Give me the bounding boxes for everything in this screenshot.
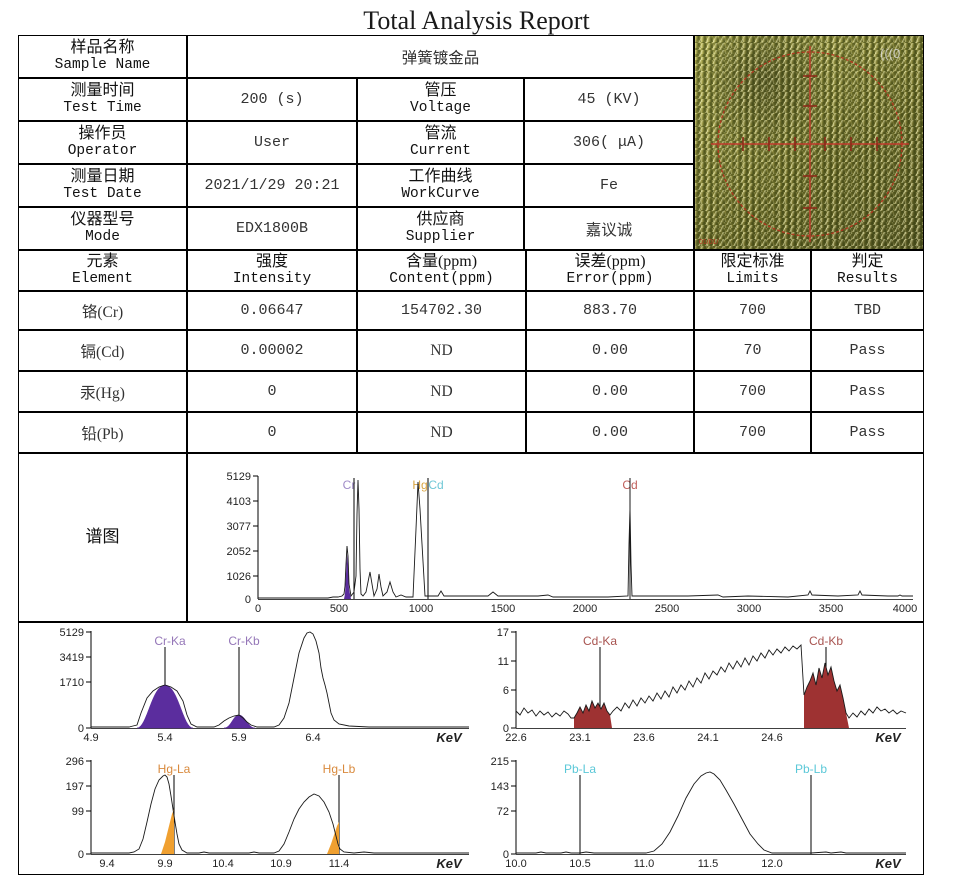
svg-text:500: 500 [330,603,348,615]
svg-text:KeV: KeV [436,856,463,871]
svg-text:Hg-Lb: Hg-Lb [323,762,356,776]
svg-text:23.6: 23.6 [633,732,654,744]
svg-text:1710: 1710 [60,677,84,689]
svg-text:KeV: KeV [875,856,902,871]
svg-text:Cr: Cr [343,478,356,492]
svg-text:9.4: 9.4 [99,858,114,870]
svg-text:Pb-La: Pb-La [564,762,596,776]
svg-text:11.0: 11.0 [634,858,655,870]
svg-text:24.1: 24.1 [697,732,718,744]
svg-text:9.9: 9.9 [157,858,172,870]
svg-text:Hg-La: Hg-La [158,762,191,776]
svg-text:Cr-Kb: Cr-Kb [228,634,260,648]
svg-text:Cd-Kb: Cd-Kb [809,634,843,648]
svg-text:3077: 3077 [227,521,251,533]
svg-text:Cd-Ka: Cd-Ka [583,634,617,648]
svg-text:296: 296 [66,756,84,768]
svg-text:10.4: 10.4 [212,858,233,870]
svg-text:6.4: 6.4 [305,732,320,744]
svg-text:3419: 3419 [60,652,84,664]
svg-text:3000: 3000 [737,603,761,615]
svg-text:1026: 1026 [227,571,251,583]
svg-text:5.4: 5.4 [157,732,172,744]
svg-text:4000: 4000 [893,603,917,615]
svg-text:Cd: Cd [428,478,443,492]
svg-text:0: 0 [78,849,84,861]
svg-text:01/01/: 01/01/ [699,239,719,246]
svg-text:10.5: 10.5 [569,858,590,870]
svg-text:0: 0 [255,603,261,615]
svg-text:2500: 2500 [655,603,679,615]
svg-text:197: 197 [66,781,84,793]
svg-text:(((0: (((0 [880,46,900,61]
svg-text:1500: 1500 [491,603,515,615]
svg-text:5129: 5129 [227,471,251,483]
svg-text:99: 99 [72,806,84,818]
svg-text:215: 215 [491,756,509,768]
svg-text:72: 72 [497,806,509,818]
svg-text:5129: 5129 [60,627,84,639]
svg-text:Pb-Lb: Pb-Lb [795,762,827,776]
svg-text:1000: 1000 [409,603,433,615]
svg-text:22.6: 22.6 [505,732,526,744]
svg-text:KeV: KeV [436,730,463,745]
svg-text:24.6: 24.6 [761,732,782,744]
svg-text:10.0: 10.0 [505,858,526,870]
svg-text:5.9: 5.9 [231,732,246,744]
svg-text:143: 143 [491,781,509,793]
svg-text:11: 11 [498,656,509,668]
svg-text:10.9: 10.9 [270,858,291,870]
svg-text:6: 6 [503,685,509,697]
svg-text:11.5: 11.5 [698,858,719,870]
svg-text:KeV: KeV [875,730,902,745]
svg-text:4103: 4103 [227,496,251,508]
svg-text:0: 0 [245,594,251,606]
svg-text:17: 17 [497,627,509,639]
svg-text:Cr-Ka: Cr-Ka [154,634,186,648]
svg-text:23.1: 23.1 [569,732,590,744]
svg-text:2052: 2052 [227,546,251,558]
svg-text:12.0: 12.0 [761,858,782,870]
svg-text:11.4: 11.4 [329,858,350,870]
svg-text:4.9: 4.9 [83,732,98,744]
svg-text:Hg: Hg [412,478,427,492]
svg-text:2000: 2000 [573,603,597,615]
svg-text:3500: 3500 [819,603,843,615]
